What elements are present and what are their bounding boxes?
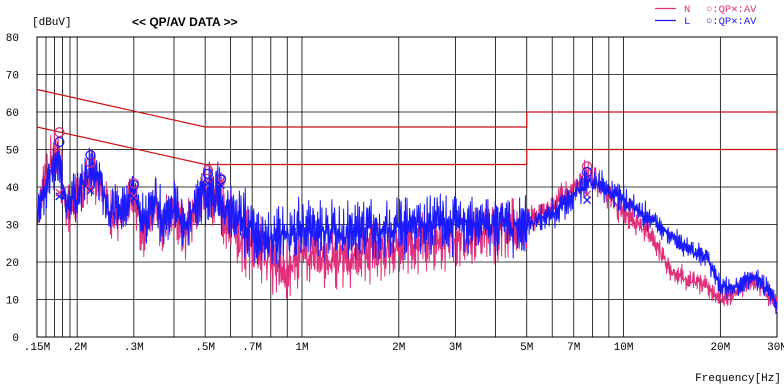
legend-marker-label: ○:QP✕:AV xyxy=(706,16,757,28)
x-axis-label: Frequency[Hz] xyxy=(695,373,781,385)
legend: N ○:QP✕:AV L ○:QP✕:AV xyxy=(655,4,757,28)
x-tick-label: 3M xyxy=(449,342,462,354)
limit-line xyxy=(36,88,777,128)
qp-marker-N xyxy=(54,127,65,138)
av-marker-L xyxy=(86,186,95,195)
av-marker-L xyxy=(583,196,592,205)
y-tick-label: 80 xyxy=(6,33,19,45)
x-tick-label: 2M xyxy=(392,342,405,354)
legend-series-label: N xyxy=(684,4,690,16)
x-tick-label: 1M xyxy=(295,342,308,354)
av-marker-L xyxy=(55,192,64,201)
qp-marker-N xyxy=(202,164,214,176)
av-marker-N xyxy=(86,184,95,193)
x-tick-label: 20M xyxy=(710,342,730,354)
chart-title: << QP/AV DATA >> xyxy=(132,15,238,29)
x-tick-label: .2M xyxy=(67,342,87,354)
x-tick-label: 10M xyxy=(614,342,634,354)
y-tick-label: 60 xyxy=(6,108,19,120)
y-tick-label: 20 xyxy=(6,258,19,270)
av-marker-N xyxy=(583,190,592,199)
qp-marker-L xyxy=(581,166,593,178)
legend-series-label: L xyxy=(684,16,690,28)
av-marker-L xyxy=(129,194,138,203)
x-tick-label: 30M xyxy=(767,342,784,354)
y-tick-label: 50 xyxy=(6,146,19,158)
y-axis-label: [dBuV] xyxy=(32,17,72,29)
av-marker-L xyxy=(203,179,212,188)
qp-marker-L xyxy=(85,149,96,161)
legend-marker-label: ○:QP✕:AV xyxy=(706,4,757,16)
y-tick-label: 10 xyxy=(6,296,19,308)
y-tick-label: 40 xyxy=(6,183,19,195)
qp-marker-L xyxy=(128,179,139,191)
qp-marker-L xyxy=(202,168,214,180)
qp-marker-N xyxy=(85,157,96,168)
y-tick-label: 70 xyxy=(6,71,19,83)
x-tick-label: 5M xyxy=(520,342,533,354)
x-tick-label: 7M xyxy=(567,342,580,354)
x-tick-label: .7M xyxy=(242,342,262,354)
qp-marker-L xyxy=(54,136,65,148)
x-tick-label: .5M xyxy=(195,342,215,354)
series-trace-L xyxy=(36,141,778,315)
limit-line xyxy=(36,126,777,166)
av-marker-L xyxy=(217,181,225,190)
qp-marker-N xyxy=(581,161,593,172)
x-tick-label: .3M xyxy=(124,342,144,354)
plot-area: 0 10 20 30 40 50 60 70 80 .15M .2M .3M .5M .7M 1M 2M 3M 5… xyxy=(6,33,784,354)
x-tick-label: .15M xyxy=(24,342,50,354)
y-tick-label: 30 xyxy=(6,221,19,233)
qp-marker-L xyxy=(215,174,227,185)
av-marker-N xyxy=(129,192,138,200)
y-tick-label: 0 xyxy=(12,333,19,345)
